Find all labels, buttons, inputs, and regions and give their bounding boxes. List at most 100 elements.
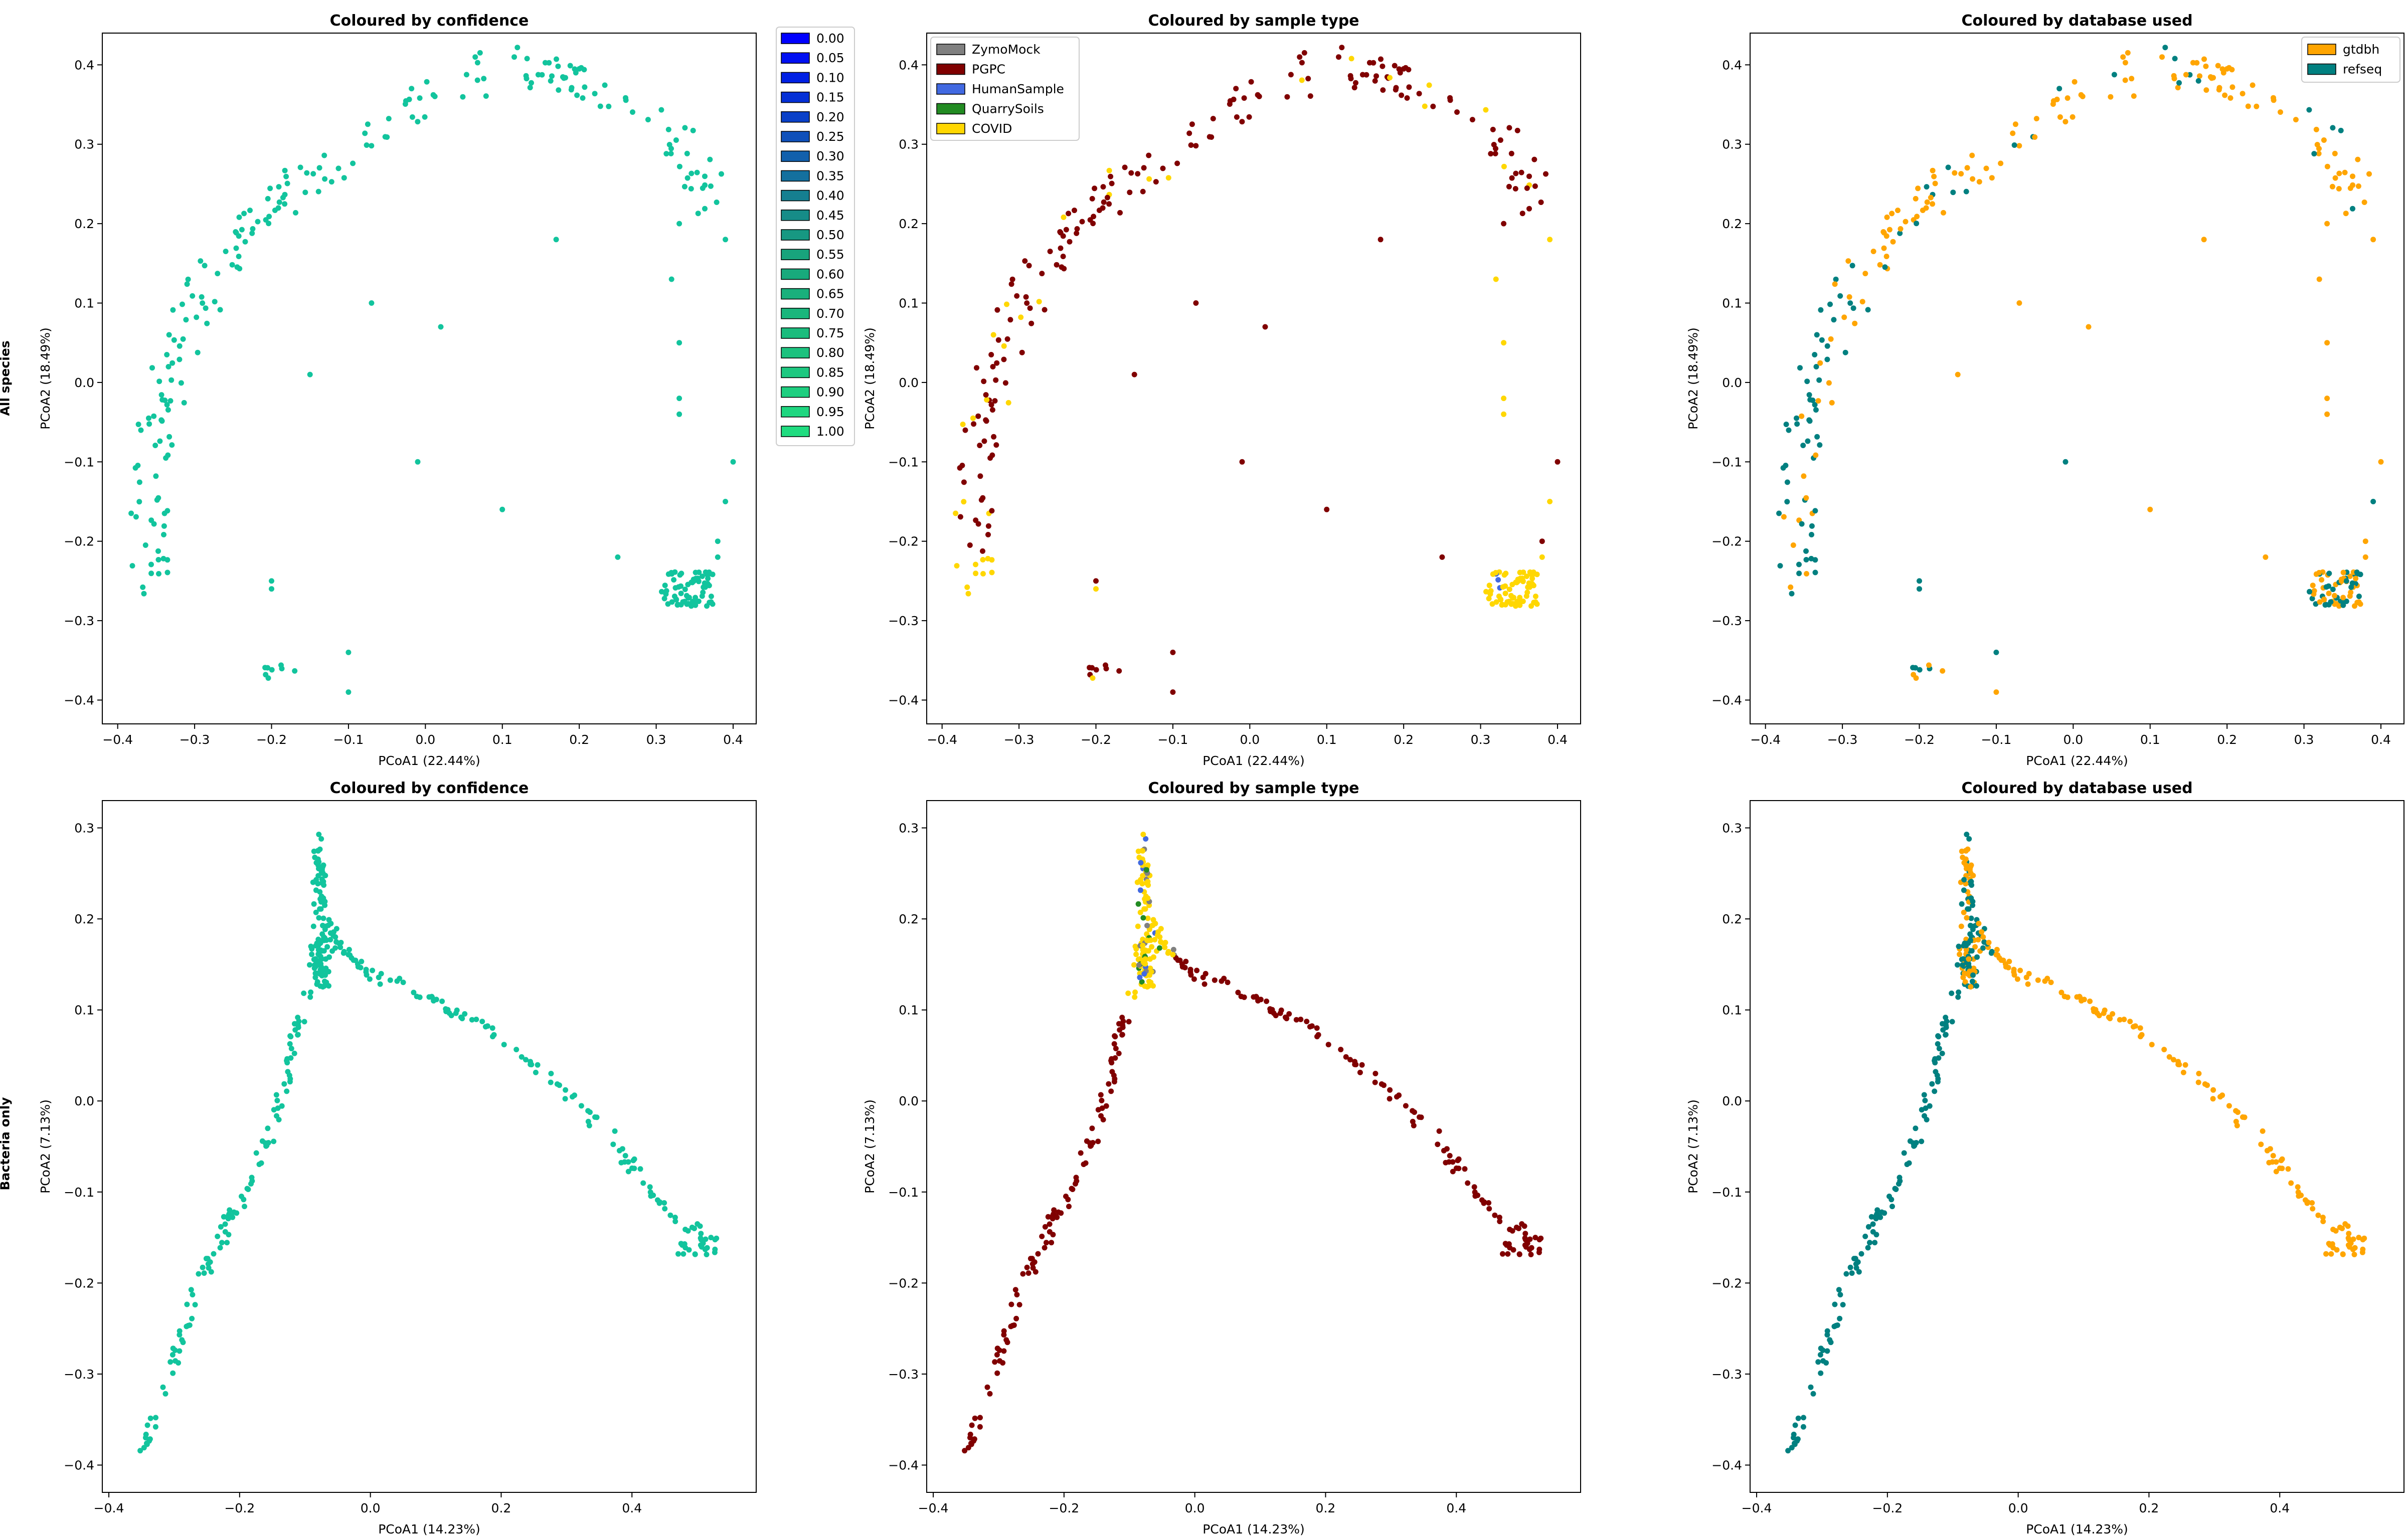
data-point <box>1989 948 1995 954</box>
data-point <box>1042 1224 1048 1230</box>
data-point <box>1488 151 1494 157</box>
data-point <box>312 975 318 981</box>
data-point <box>1806 392 1812 398</box>
data-point <box>1940 1027 1946 1033</box>
data-point <box>315 188 321 195</box>
data-point <box>546 60 552 66</box>
data-point <box>241 211 247 217</box>
data-point <box>249 230 255 236</box>
legend-label: 0.25 <box>816 129 844 144</box>
data-point <box>316 832 322 837</box>
data-point <box>2342 169 2348 175</box>
data-point <box>2309 1200 2315 1206</box>
data-point <box>2011 142 2017 148</box>
data-point <box>2220 70 2226 76</box>
data-point <box>1139 979 1145 985</box>
data-point <box>242 1204 247 1210</box>
data-point <box>301 1019 307 1025</box>
y-tick-label: 0.3 <box>74 137 94 152</box>
data-point <box>2336 170 2342 176</box>
data-point <box>1927 1103 1933 1109</box>
data-point <box>1502 591 1508 597</box>
data-point <box>1101 199 1107 205</box>
data-point <box>1042 1245 1048 1251</box>
data-point <box>1516 1226 1522 1231</box>
data-point <box>1065 1197 1071 1203</box>
data-point <box>1058 230 1064 236</box>
data-point <box>683 593 690 599</box>
data-point <box>994 1345 1000 1352</box>
data-point <box>2010 130 2016 136</box>
data-point <box>432 93 438 99</box>
data-point <box>678 570 684 576</box>
data-point <box>1808 1384 1814 1390</box>
data-point <box>1170 951 1176 957</box>
data-point <box>1824 343 1830 349</box>
data-point <box>149 365 155 371</box>
data-point <box>2328 599 2334 605</box>
data-point <box>422 114 428 120</box>
data-point <box>184 1301 190 1307</box>
data-point <box>676 163 682 169</box>
data-point <box>1526 1246 1532 1252</box>
data-point <box>301 990 307 996</box>
data-point <box>231 1209 237 1215</box>
data-point <box>693 569 699 575</box>
data-point <box>400 980 406 986</box>
data-point <box>995 337 1001 343</box>
x-tick-label: 0.3 <box>646 732 666 747</box>
data-point <box>975 521 981 527</box>
data-point <box>276 184 282 190</box>
data-point <box>291 1050 297 1056</box>
data-point <box>1963 947 1969 953</box>
data-point <box>1299 60 1305 66</box>
data-point <box>129 563 135 569</box>
data-point <box>1379 1081 1385 1087</box>
x-tick-label: 0.3 <box>2294 732 2314 747</box>
x-tick-label: −0.4 <box>918 1501 949 1515</box>
data-point <box>661 1200 667 1206</box>
data-point <box>1100 1117 1106 1122</box>
data-point <box>1958 171 1964 177</box>
y-tick-label: −0.4 <box>64 1458 94 1473</box>
data-point <box>993 377 999 383</box>
data-point <box>2017 968 2023 974</box>
data-point <box>529 80 534 86</box>
data-point <box>1490 571 1496 577</box>
y-tick-label: −0.3 <box>888 1367 919 1382</box>
y-tick-label: −0.2 <box>1711 1276 1742 1290</box>
data-point <box>1137 975 1143 981</box>
data-point <box>147 1415 153 1421</box>
data-point <box>369 143 375 149</box>
data-point <box>397 976 403 982</box>
legend-label: 0.35 <box>816 168 844 183</box>
data-point <box>1456 1156 1462 1162</box>
legend-swatch <box>781 327 810 339</box>
data-point <box>680 1251 686 1257</box>
data-point <box>1050 1216 1056 1222</box>
data-point <box>715 554 721 560</box>
data-point <box>2016 300 2022 306</box>
data-point <box>2197 73 2202 79</box>
data-point <box>1879 1209 1885 1215</box>
data-point <box>1089 1125 1095 1131</box>
data-point <box>1210 116 1216 122</box>
data-point <box>1074 230 1080 236</box>
data-point <box>1141 971 1147 977</box>
data-point <box>183 317 189 323</box>
legend-swatch <box>781 33 810 44</box>
data-point <box>1023 294 1029 300</box>
y-tick-label: −0.2 <box>1711 534 1742 549</box>
data-point <box>1030 1265 1036 1271</box>
chart-title: Coloured by confidence <box>330 780 529 797</box>
data-point <box>616 1147 622 1153</box>
legend-label: 0.65 <box>816 287 844 301</box>
data-point <box>1874 1211 1880 1217</box>
data-point <box>2319 577 2325 583</box>
data-point <box>1530 569 1536 575</box>
data-point <box>459 1016 465 1022</box>
data-point <box>708 1235 714 1241</box>
data-point <box>1944 1018 1950 1024</box>
data-point <box>1120 1018 1126 1024</box>
data-point <box>318 906 324 912</box>
